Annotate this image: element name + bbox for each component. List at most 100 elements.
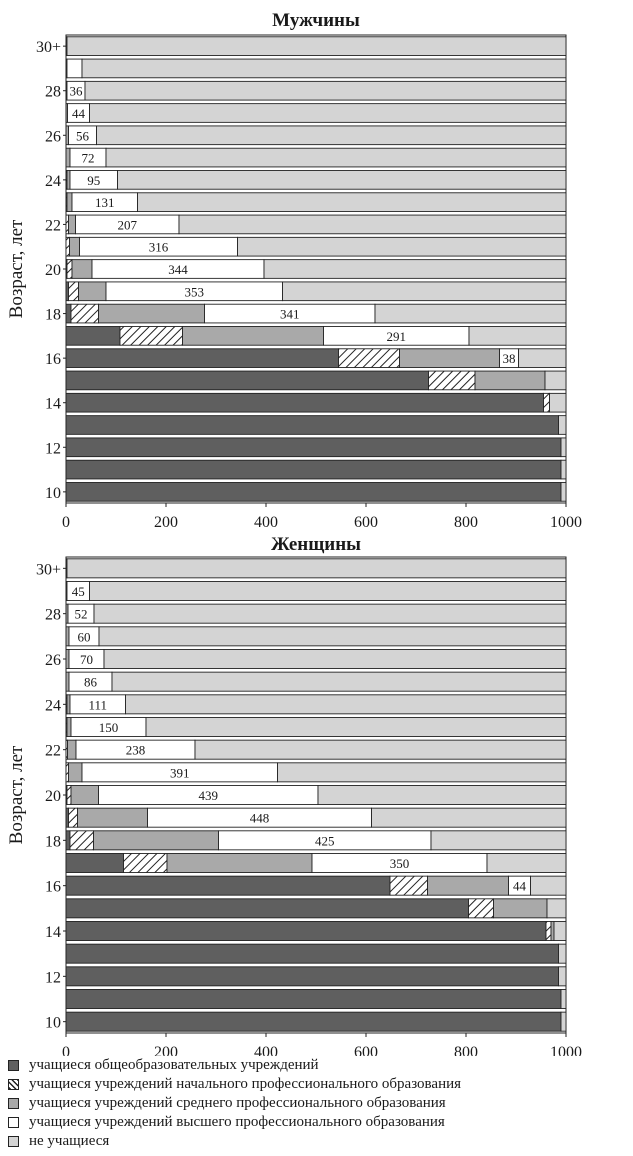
x-tick-label: 800 (454, 514, 478, 531)
bar-segment-vocational-secondary-age-14 (550, 921, 555, 941)
bar-segment-vocational-secondary-age-19 (78, 281, 107, 302)
bar-segment-general-age-17 (65, 853, 124, 873)
data-label-age-28: 52 (75, 607, 88, 622)
bar-segment-general-age-12 (65, 437, 562, 458)
y-tick-label: 18 (45, 833, 61, 850)
bar-segment-not-studying-age-19 (371, 807, 567, 828)
bar-segment-vocational-primary-age-15 (428, 370, 476, 391)
bar-segment-vocational-primary-age-15 (468, 898, 494, 919)
bar-segment-vocational-primary-age-17 (123, 853, 168, 873)
legend-item-general: учащиеся общеобразовательных учреждений (8, 1056, 633, 1075)
bar-segment-not-studying-age-20 (263, 259, 567, 279)
bar-segment-vocational-secondary-age-20 (71, 259, 93, 279)
bar-segment-not-studying-age-27 (89, 103, 567, 123)
data-label-age-28: 36 (70, 84, 84, 99)
bar-segment-not-studying-age-28 (93, 603, 567, 624)
bar-segment-general-age-17 (65, 326, 121, 346)
y-tick-label: 10 (45, 485, 61, 502)
bar-segment-vocational-primary-age-17 (119, 326, 183, 346)
bar-segment-not-studying-age-23 (145, 717, 567, 737)
y-tick-label: 16 (45, 351, 61, 368)
bar-segment-vocational-secondary-age-16 (399, 348, 500, 368)
x-tick-label: 200 (154, 1044, 178, 1056)
bar-segment-not-studying-age-29 (89, 581, 567, 601)
data-label-age-25: 72 (82, 151, 95, 166)
y-tick-label: 14 (45, 924, 61, 941)
bar-segment-general-age-18 (65, 303, 72, 324)
y-tick-label: 14 (45, 396, 61, 413)
bar-segment-not-studying-age-15 (546, 898, 567, 919)
bar-segment-not-studying-age-30+ (66, 36, 567, 56)
bar-segment-not-studying-age-11 (560, 459, 567, 480)
legend-swatch-higher (8, 1117, 19, 1128)
data-label-age-20: 439 (199, 788, 219, 803)
bar-segment-vocational-secondary-age-22 (67, 739, 77, 760)
bar-segment-vocational-secondary-age-17 (166, 853, 313, 873)
bar-segment-general-age-13 (65, 943, 559, 964)
bar-segment-not-studying-age-25 (105, 147, 567, 168)
bar-segment-vocational-secondary-age-21 (68, 762, 83, 783)
y-tick-label: 24 (45, 173, 61, 190)
bar-segment-not-studying-age-10 (560, 482, 567, 502)
data-label-age-23: 131 (95, 195, 115, 210)
bar-segment-vocational-secondary-age-17 (182, 326, 324, 346)
data-label-age-26: 56 (76, 128, 90, 143)
data-label-age-20: 344 (168, 262, 188, 277)
bar-segment-not-studying-age-16 (530, 875, 567, 896)
bar-segment-vocational-secondary-age-25 (65, 147, 71, 168)
legend-label-not-studying: не учащиеся (29, 1133, 110, 1149)
bar-segment-not-studying-age-27 (98, 626, 567, 647)
x-tick-label: 400 (254, 1044, 278, 1056)
bar-segment-general-age-15 (65, 898, 469, 919)
bar-segment-vocational-secondary-age-21 (69, 236, 80, 257)
bar-segment-not-studying-age-14 (553, 921, 567, 941)
data-label-age-27: 44 (72, 106, 86, 121)
chart-title: Женщины (271, 534, 361, 555)
data-label-age-19: 353 (185, 284, 205, 299)
bar-segment-general-age-18 (65, 830, 71, 851)
bar-segment-general-age-10 (65, 1011, 562, 1032)
data-label-age-26: 70 (80, 652, 93, 667)
legend-swatch-vocational-primary (8, 1079, 19, 1090)
bar-segment-vocational-secondary-age-18 (93, 830, 219, 851)
x-tick-label: 800 (454, 1044, 478, 1056)
legend-swatch-not-studying (8, 1136, 19, 1147)
bar-segment-vocational-secondary-age-20 (70, 785, 99, 805)
bar-segment-vocational-primary-age-20 (66, 785, 72, 805)
bar-segment-general-age-11 (65, 989, 562, 1009)
bar-segment-not-studying-age-25 (111, 671, 567, 692)
y-axis-label: Возраст, лет (6, 745, 27, 844)
bar-segment-vocational-primary-age-21 (65, 236, 70, 257)
bar-segment-not-studying-age-30+ (66, 558, 567, 579)
bar-segment-not-studying-age-22 (178, 214, 567, 235)
x-tick-label: 600 (354, 1044, 378, 1056)
legend-swatch-general (8, 1060, 19, 1071)
bar-segment-vocational-secondary-age-23 (66, 717, 72, 737)
bar-segment-general-age-13 (65, 415, 559, 435)
y-axis-label: Возраст, лет (6, 219, 27, 318)
bar-segment-not-studying-age-18 (374, 303, 567, 324)
y-tick-label: 16 (45, 879, 61, 896)
data-label-age-24: 95 (87, 173, 100, 188)
y-tick-label: 10 (45, 1015, 61, 1032)
bar-segment-not-studying-age-29 (81, 58, 567, 79)
bar-segment-vocational-secondary-age-23 (66, 192, 73, 212)
y-tick-label: 22 (45, 743, 61, 760)
bar-segment-not-studying-age-13 (558, 943, 567, 964)
y-tick-label: 12 (45, 440, 61, 457)
bar-segment-not-studying-age-26 (103, 649, 567, 669)
legend-label-higher: учащиеся учреждений высшего профессионал… (29, 1114, 445, 1130)
bar-segment-vocational-secondary-age-22 (68, 214, 76, 235)
x-tick-label: 1000 (550, 1044, 582, 1056)
bar-segment-general-age-12 (65, 966, 559, 987)
bar-segment-not-studying-age-14 (549, 392, 567, 413)
bar-segment-not-studying-age-17 (468, 326, 567, 346)
bar-segment-general-age-11 (65, 459, 562, 480)
legend-label-vocational-primary: учащиеся учреждений начального профессио… (29, 1076, 462, 1092)
women-chart-panel: Женщины Возраст, лет 44 350 425 448 439 391 238 1… (6, 534, 582, 1056)
bar-segment-vocational-secondary-age-19 (77, 807, 148, 828)
bar-segment-vocational-primary-age-19 (68, 281, 79, 302)
bar-segment-not-studying-age-26 (96, 125, 567, 146)
bar-segment-not-studying-age-21 (277, 762, 567, 783)
